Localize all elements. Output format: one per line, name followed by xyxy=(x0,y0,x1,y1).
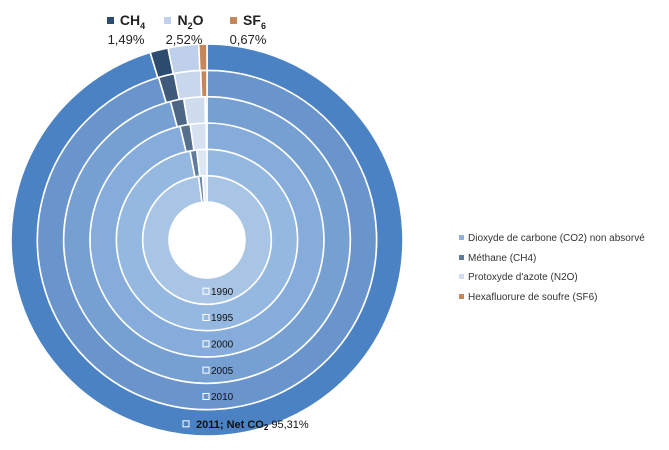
slice-co2-ring-5 xyxy=(10,43,404,437)
gas-label-ch4: CH4 1,49% xyxy=(86,13,166,47)
gas-label-n2o: N2O 2,52% xyxy=(140,13,228,47)
svg-text:2000: 2000 xyxy=(211,339,234,350)
ch4-value: 1,49% xyxy=(107,31,145,47)
svg-text:2011; Net CO2 95,31%: 2011; Net CO2 95,31% xyxy=(196,419,309,432)
slice-n2o-ring-4 xyxy=(173,69,203,101)
svg-text:2010: 2010 xyxy=(211,392,234,403)
legend-item-sf6: Hexafluorure de soufre (SF6) xyxy=(459,291,645,311)
legend-item-ch4: Méthane (CH4) xyxy=(459,252,645,272)
n2o-value: 2,52% xyxy=(165,31,203,47)
svg-text:2005: 2005 xyxy=(211,366,234,377)
legend-swatch-co2 xyxy=(459,235,464,240)
n2o-swatch xyxy=(164,17,172,24)
ring-label-3: 2005 xyxy=(202,366,234,377)
sf6-value: 0,67% xyxy=(229,31,267,47)
slice-n2o-ring-2 xyxy=(189,122,208,152)
ch4-swatch xyxy=(106,17,114,24)
gas-label-sf6: SF6 0,67% xyxy=(208,13,288,47)
slice-sf6-ring-2 xyxy=(205,122,208,151)
ring-label-4: 2010 xyxy=(202,392,234,403)
ring-label-0: 1990 xyxy=(202,287,234,298)
ring-label-5: 2011; Net CO2 95,31% xyxy=(182,419,309,432)
slice-sf6-ring-5 xyxy=(197,43,208,72)
slice-sf6-ring-3 xyxy=(204,95,208,124)
slice-n2o-ring-3 xyxy=(182,95,207,126)
slice-sf6-ring-4 xyxy=(199,69,208,98)
legend-item-co2: Dioxyde de carbone (CO2) non absorvé xyxy=(459,232,645,252)
legend-swatch-ch4 xyxy=(459,254,464,260)
legend: Dioxyde de carbone (CO2) non absorvé Mét… xyxy=(459,232,645,310)
ring-label-2: 2000 xyxy=(202,339,234,350)
sf6-swatch xyxy=(230,17,238,24)
slice-n2o-ring-5 xyxy=(167,43,201,75)
legend-item-n2o: Protoxyde d'azote (N2O) xyxy=(459,271,645,291)
legend-swatch-n2o xyxy=(459,274,464,279)
svg-text:1990: 1990 xyxy=(211,287,234,298)
svg-text:1995: 1995 xyxy=(211,313,234,324)
legend-swatch-sf6 xyxy=(459,293,464,299)
ring-label-1: 1995 xyxy=(202,313,234,324)
